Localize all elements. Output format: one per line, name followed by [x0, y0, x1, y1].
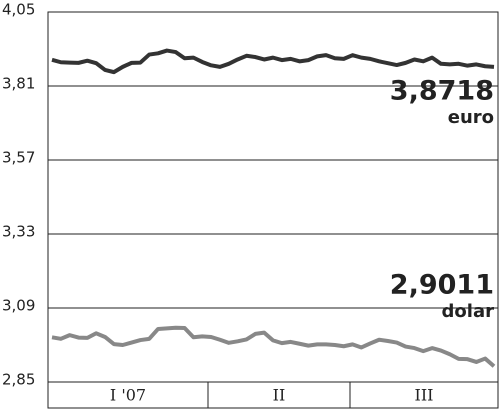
last-value-label: 3,8718 — [390, 75, 494, 106]
y-tick-label: 3,57 — [2, 149, 35, 167]
y-tick-label: 2,85 — [2, 371, 35, 389]
last-value-label: 2,9011 — [390, 270, 494, 301]
y-tick-label: 3,81 — [2, 75, 35, 93]
y-tick-label: 4,05 — [2, 1, 35, 19]
line-series — [51, 48, 495, 75]
series-name: euro — [448, 107, 494, 128]
line-series — [51, 325, 496, 368]
x-tick-label: I '07 — [110, 386, 146, 405]
y-tick-label: 3,33 — [2, 223, 35, 241]
y-tick-label: 3,09 — [2, 297, 35, 315]
series-name: dolar — [442, 301, 495, 322]
x-tick-label: III — [415, 386, 434, 405]
x-tick-label: II — [273, 386, 286, 405]
